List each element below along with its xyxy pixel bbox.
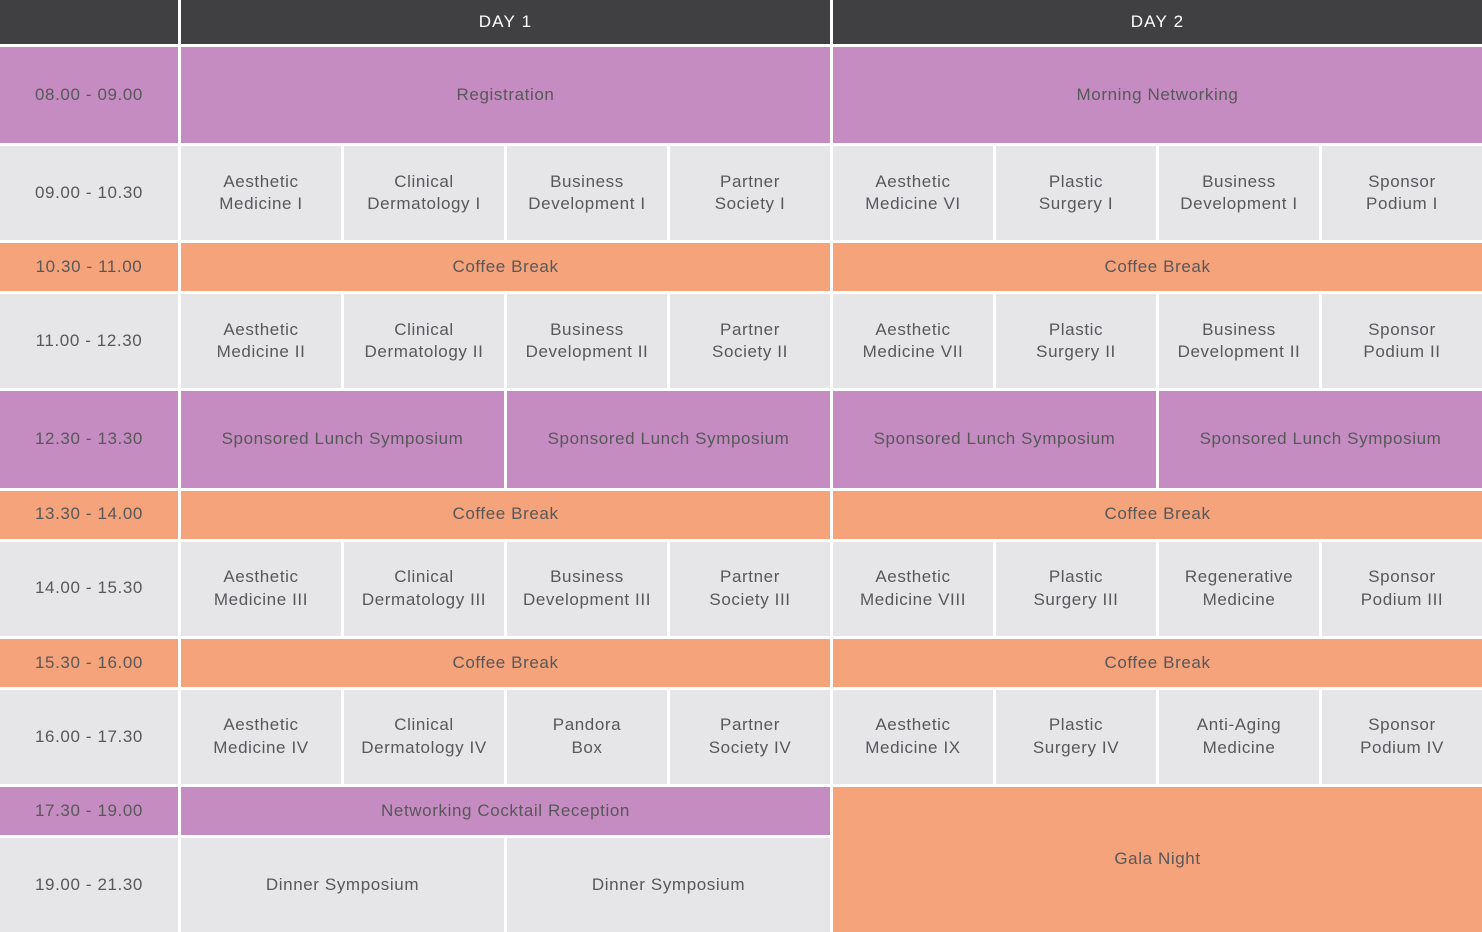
session-cell: Aesthetic Medicine IX	[833, 689, 993, 784]
time-slot: 19.00 - 21.30	[0, 837, 178, 932]
morning-networking-cell: Morning Networking	[833, 46, 1482, 144]
coffee-break-cell: Coffee Break	[181, 638, 830, 687]
gala-night-cell: Gala Night	[833, 786, 1482, 932]
session-cell: Aesthetic Medicine VIII	[833, 541, 993, 636]
time-slot: 10.30 - 11.00	[0, 243, 178, 292]
session-cell: Plastic Surgery III	[996, 541, 1156, 636]
lunch-symposium-cell: Sponsored Lunch Symposium	[181, 391, 504, 488]
time-slot: 13.30 - 14.00	[0, 490, 178, 539]
time-slot: 12.30 - 13.30	[0, 391, 178, 488]
session-cell: Aesthetic Medicine IV	[181, 689, 341, 784]
session-cell: Anti-Aging Medicine	[1159, 689, 1319, 784]
coffee-break-cell: Coffee Break	[833, 243, 1482, 292]
session-cell: Sponsor Podium II	[1322, 294, 1482, 389]
session-cell: Plastic Surgery II	[996, 294, 1156, 389]
session-cell: Business Development II	[507, 294, 667, 389]
session-cell: Clinical Dermatology II	[344, 294, 504, 389]
session-cell: Aesthetic Medicine III	[181, 541, 341, 636]
coffee-break-cell: Coffee Break	[181, 490, 830, 539]
day2-header: DAY 2	[833, 0, 1482, 44]
cocktail-reception-cell: Networking Cocktail Reception	[181, 786, 830, 835]
session-cell: Aesthetic Medicine VI	[833, 146, 993, 241]
lunch-symposium-cell: Sponsored Lunch Symposium	[507, 391, 830, 488]
session-cell: Aesthetic Medicine II	[181, 294, 341, 389]
session-cell: Pandora Box	[507, 689, 667, 784]
session-cell: Plastic Surgery I	[996, 146, 1156, 241]
lunch-symposium-cell: Sponsored Lunch Symposium	[833, 391, 1156, 488]
session-cell: Partner Society I	[670, 146, 830, 241]
session-cell: Business Development I	[1159, 146, 1319, 241]
time-slot: 14.00 - 15.30	[0, 541, 178, 636]
session-cell: Clinical Dermatology IV	[344, 689, 504, 784]
session-cell: Business Development III	[507, 541, 667, 636]
day1-header: DAY 1	[181, 0, 830, 44]
registration-cell: Registration	[181, 46, 830, 144]
session-cell: Clinical Dermatology III	[344, 541, 504, 636]
corner-header-cell	[0, 0, 178, 44]
coffee-break-cell: Coffee Break	[181, 243, 830, 292]
session-cell: Clinical Dermatology I	[344, 146, 504, 241]
time-slot: 16.00 - 17.30	[0, 689, 178, 784]
session-cell: Partner Society III	[670, 541, 830, 636]
coffee-break-cell: Coffee Break	[833, 490, 1482, 539]
session-cell: Plastic Surgery IV	[996, 689, 1156, 784]
time-slot: 08.00 - 09.00	[0, 46, 178, 144]
session-cell: Sponsor Podium III	[1322, 541, 1482, 636]
session-cell: Partner Society IV	[670, 689, 830, 784]
session-cell: Regenerative Medicine	[1159, 541, 1319, 636]
session-cell: Aesthetic Medicine VII	[833, 294, 993, 389]
session-cell: Sponsor Podium IV	[1322, 689, 1482, 784]
time-slot: 11.00 - 12.30	[0, 294, 178, 389]
session-cell: Aesthetic Medicine I	[181, 146, 341, 241]
session-cell: Partner Society II	[670, 294, 830, 389]
time-slot: 09.00 - 10.30	[0, 146, 178, 241]
session-cell: Sponsor Podium I	[1322, 146, 1482, 241]
time-slot: 17.30 - 19.00	[0, 786, 178, 835]
dinner-symposium-cell: Dinner Symposium	[181, 837, 504, 932]
session-cell: Business Development II	[1159, 294, 1319, 389]
coffee-break-cell: Coffee Break	[833, 638, 1482, 687]
session-cell: Business Development I	[507, 146, 667, 241]
lunch-symposium-cell: Sponsored Lunch Symposium	[1159, 391, 1482, 488]
time-slot: 15.30 - 16.00	[0, 638, 178, 687]
dinner-symposium-cell: Dinner Symposium	[507, 837, 830, 932]
